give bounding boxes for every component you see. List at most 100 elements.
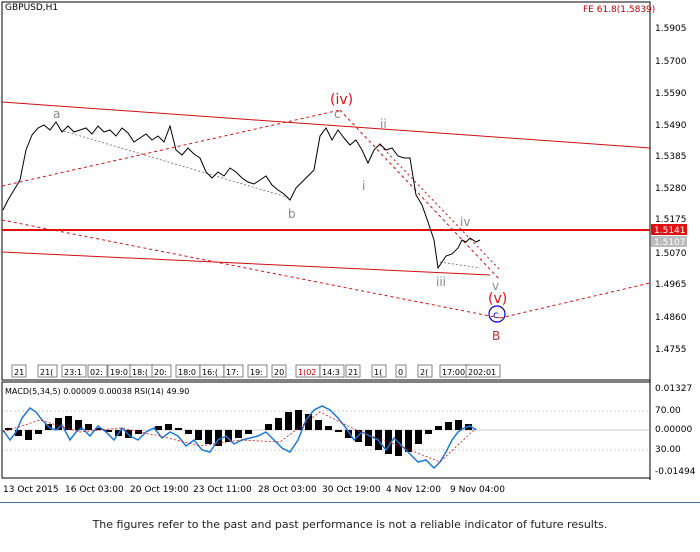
chart-window: a b c (iv) i ii iii iv v (v) c B 1.5141 …: [0, 0, 700, 500]
dashed-channel-line[interactable]: [1, 219, 501, 319]
upper-channel-line[interactable]: [1, 101, 651, 149]
price-tick-9: 1.4965: [655, 280, 687, 290]
macd-bar: [65, 416, 72, 430]
wave-label-iv: iv: [460, 215, 470, 229]
macd-bar: [205, 430, 212, 444]
price-tick-4: 1.5490: [655, 121, 687, 131]
price-chart[interactable]: a b c (iv) i ii iii iv v (v) c B 1.5141 …: [0, 0, 700, 500]
macd-title: MACD(5,34,5) 0.00009 0.00038 RSI(14) 49.…: [5, 387, 190, 396]
time-marker: 2(: [417, 364, 433, 378]
wave-label-c-circle: [488, 305, 506, 323]
macd-tick-4: 30.00: [655, 445, 681, 455]
time-marker: 1(02: [295, 364, 321, 378]
bid-price-tag: [651, 236, 687, 247]
time-marker: 18:0: [175, 364, 201, 378]
price-tick-1: 1.5905: [655, 24, 687, 34]
macd-bar: [95, 428, 102, 430]
macd-bar: [455, 420, 462, 430]
dashed-wave-line-5: [439, 261, 481, 269]
wave-label-a: a: [53, 107, 60, 121]
bid-price-text: 1.5107: [654, 238, 686, 248]
time-marker: 17:: [223, 364, 244, 378]
macd-bar: [175, 428, 182, 430]
svg-text:1(02: 1(02: [298, 368, 316, 377]
macd-bar: [185, 430, 192, 434]
svg-text:21: 21: [348, 368, 358, 377]
svg-text:18:0: 18:0: [178, 368, 196, 377]
macd-bar: [295, 410, 302, 430]
symbol-label: GBPUSD,H1: [5, 3, 59, 13]
dashed-wave-line-2: [339, 109, 501, 281]
macd-bar: [285, 412, 292, 430]
time-tick-5: 28 Oct 03:00: [258, 485, 317, 495]
svg-text:1(: 1(: [374, 368, 382, 377]
footer-separator: [0, 502, 700, 503]
svg-text:202:01: 202:01: [468, 368, 496, 377]
time-marker: 21(: [37, 364, 58, 378]
macd-bar: [335, 430, 342, 432]
svg-text:20: 20: [274, 368, 284, 377]
time-tick-6: 30 Oct 19:00: [322, 485, 381, 495]
time-tick-4: 23 Oct 11:00: [193, 485, 252, 495]
macd-bar: [245, 430, 252, 434]
time-tick-7: 4 Nov 12:00: [386, 485, 441, 495]
svg-text:23:1: 23:1: [64, 368, 82, 377]
svg-text:20:: 20:: [154, 368, 167, 377]
macd-tick-3: 0.00000: [655, 425, 693, 435]
macd-bar: [165, 424, 172, 430]
macd-bar: [105, 430, 112, 432]
time-marker: 16:(: [199, 364, 225, 378]
svg-text:14:3: 14:3: [322, 368, 340, 377]
wave-label-v: v: [492, 279, 499, 293]
macd-bar: [365, 430, 372, 446]
svg-text:16:(: 16:(: [202, 368, 218, 377]
macd-bar: [155, 426, 162, 430]
svg-text:21: 21: [14, 368, 24, 377]
macd-signal-line: [2, 411, 477, 463]
time-marker: 19:0: [107, 364, 133, 378]
macd-bar: [435, 426, 442, 430]
svg-text:02:: 02:: [90, 368, 103, 377]
macd-bar: [135, 430, 142, 434]
macd-bar: [225, 430, 232, 442]
time-marker: 21: [345, 364, 361, 378]
macd-bar: [5, 428, 12, 430]
wave-label-v-big: (v): [488, 291, 507, 307]
macd-bar: [75, 420, 82, 430]
macd-bar: [35, 430, 42, 434]
time-markers-strip: 21 21( 23:1 02: 19:0 18:( 20: 18:0 16:( 17: 19: 20 1…: [11, 364, 501, 378]
fib-label: FE 61.8(1.5839): [583, 5, 656, 15]
price-series-line: [2, 121, 481, 270]
wave-label-c: c: [334, 107, 341, 121]
time-marker: 21: [11, 364, 27, 378]
macd-tick-2: 70.00: [655, 406, 681, 416]
lower-channel-line[interactable]: [1, 251, 491, 276]
macd-tick-1: 0.01327: [655, 384, 693, 394]
wave-label-c-circle-text: c: [493, 310, 499, 321]
main-pane-border: [1, 1, 651, 381]
svg-text:18:(: 18:(: [132, 368, 148, 377]
macd-bar: [275, 418, 282, 430]
svg-text:19:: 19:: [250, 368, 263, 377]
macd-bar: [445, 422, 452, 430]
price-tick-2: 1.5700: [655, 57, 687, 67]
wave-label-B: B: [492, 329, 500, 343]
time-marker: 202:01: [465, 364, 501, 378]
price-tick-6: 1.5280: [655, 184, 687, 194]
time-marker: 14:3: [319, 364, 345, 378]
macd-bar: [425, 430, 432, 434]
wave-label-b: b: [288, 207, 296, 221]
wave-label-iv-big: (iv): [330, 92, 353, 108]
price-tick-7: 1.5175: [655, 215, 687, 225]
time-marker: 23:1: [61, 364, 87, 378]
current-price-tag: [651, 224, 687, 235]
time-tick-3: 20 Oct 19:00: [130, 485, 189, 495]
macd-bar: [305, 414, 312, 430]
time-marker: 17:00: [439, 364, 470, 378]
macd-bar: [345, 430, 352, 438]
macd-bar: [405, 430, 412, 452]
dashed-wave-line-3: [379, 144, 501, 271]
time-tick-1: 13 Oct 2015: [3, 485, 59, 495]
time-marker: 20:: [151, 364, 172, 378]
svg-text:19:0: 19:0: [110, 368, 128, 377]
